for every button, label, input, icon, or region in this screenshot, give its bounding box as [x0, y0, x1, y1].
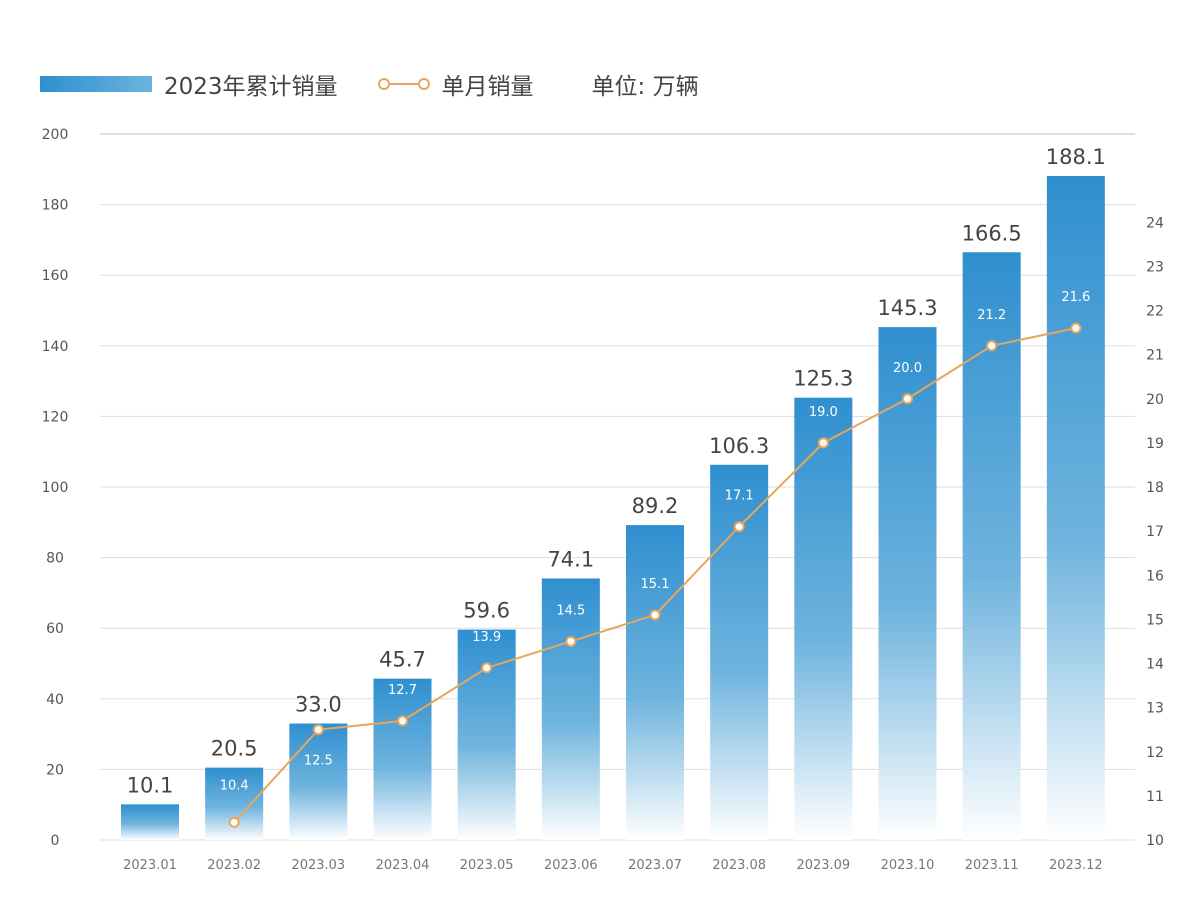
- monthly-point: [481, 662, 493, 674]
- x-tick-label: 2023.07: [628, 858, 682, 873]
- right-tick-label: 11: [1146, 789, 1164, 805]
- legend: 2023年累计销量 单月销量 单位: 万辆: [40, 66, 699, 102]
- left-tick-label: 160: [42, 268, 69, 284]
- monthly-value-label: 14.5: [556, 603, 585, 618]
- monthly-point: [1070, 322, 1082, 334]
- left-tick-label: 120: [42, 409, 69, 425]
- monthly-point: [565, 635, 577, 647]
- monthly-value-label: 21.6: [1061, 290, 1090, 305]
- legend-line-swatch: [377, 78, 430, 90]
- monthly-value-label: 20.0: [893, 361, 922, 376]
- left-tick-label: 0: [51, 833, 60, 849]
- right-tick-label: 10: [1146, 833, 1164, 849]
- monthly-point: [817, 437, 829, 449]
- bar-value-label: 74.1: [547, 547, 594, 571]
- right-tick-label: 18: [1146, 480, 1164, 496]
- bar-value-label: 106.3: [709, 434, 769, 458]
- bar: [794, 397, 853, 840]
- bar-value-label: 188.1: [1046, 145, 1106, 169]
- left-tick-label: 80: [46, 551, 64, 567]
- bar-value-label: 89.2: [632, 494, 679, 518]
- monthly-value-label: 19.0: [809, 405, 838, 420]
- right-tick-label: 24: [1146, 215, 1164, 231]
- grid-lines: [100, 133, 1135, 841]
- bar-value-label: 59.6: [463, 599, 510, 623]
- right-tick-label: 23: [1146, 259, 1164, 275]
- right-tick-label: 21: [1146, 348, 1164, 364]
- monthly-point: [312, 724, 324, 736]
- monthly-point: [902, 393, 913, 405]
- legend-label-monthly: 单月销量: [441, 74, 534, 100]
- monthly-value-label: 17.1: [725, 489, 754, 504]
- legend-item-monthly: 单月销量: [377, 67, 534, 101]
- bar: [121, 804, 179, 840]
- x-tick-label: 2023.08: [712, 858, 766, 873]
- left-tick-label: 180: [42, 198, 69, 214]
- right-tick-label: 16: [1146, 568, 1164, 584]
- right-tick-label: 19: [1146, 436, 1164, 452]
- bar: [710, 464, 769, 840]
- x-tick-label: 2023.06: [544, 858, 598, 873]
- monthly-value-label: 15.1: [641, 577, 670, 592]
- x-tick-label: 2023.10: [881, 858, 935, 873]
- monthly-point: [228, 816, 240, 828]
- x-tick-label: 2023.05: [460, 858, 514, 873]
- x-tick-label: 2023.03: [291, 858, 345, 873]
- left-tick-label: 20: [46, 762, 64, 778]
- x-tick-label: 2023.12: [1049, 858, 1103, 873]
- bar-value-label: 45.7: [379, 648, 426, 672]
- monthly-value-label: 12.5: [304, 754, 333, 769]
- bar: [289, 723, 348, 840]
- monthly-point: [649, 609, 661, 621]
- x-tick-label: 2023.01: [123, 858, 177, 873]
- monthly-point: [986, 340, 998, 352]
- bar-value-label: 125.3: [793, 367, 853, 391]
- x-tick-label: 2023.04: [376, 858, 430, 873]
- bar: [205, 767, 264, 840]
- x-axis: 2023.01 2023.02 2023.03 2023.04 2023.05 2023.…: [123, 858, 1103, 873]
- left-tick-label: 40: [46, 692, 64, 708]
- legend-item-cumulative: 2023年累计销量: [40, 67, 338, 101]
- bar-value-label: 166.5: [962, 221, 1022, 245]
- bar: [878, 327, 937, 840]
- bar-value-label: 33.0: [295, 693, 342, 717]
- legend-label-cumulative: 2023年累计销量: [164, 74, 338, 100]
- bar: [626, 525, 684, 840]
- monthly-value-label: 21.2: [977, 308, 1006, 323]
- left-tick-label: 100: [42, 480, 69, 496]
- monthly-point: [397, 715, 408, 727]
- bar: [373, 678, 432, 840]
- left-axis: 0 20 40 60 80 100 120 140 160 180 200: [42, 127, 69, 849]
- monthly-value-label: 10.4: [220, 778, 249, 793]
- monthly-value-label: 12.7: [388, 683, 417, 698]
- x-tick-label: 2023.02: [207, 858, 261, 873]
- left-tick-label: 140: [42, 339, 69, 355]
- unit-label: 单位: 万辆: [591, 74, 699, 100]
- monthly-value-label: 13.9: [472, 630, 501, 645]
- right-tick-label: 17: [1146, 524, 1164, 540]
- monthly-point: [733, 521, 745, 533]
- bar: [1046, 176, 1105, 840]
- right-tick-label: 14: [1146, 657, 1164, 673]
- right-tick-label: 12: [1146, 745, 1164, 761]
- legend-bar-swatch: [40, 76, 152, 92]
- bar-value-label: 10.1: [127, 773, 174, 797]
- bar: [541, 578, 600, 840]
- right-axis: 10 11 12 13 14 15 16 17 18 19 20 21 22 23 24: [1146, 215, 1164, 849]
- x-tick-label: 2023.09: [796, 858, 850, 873]
- left-tick-label: 60: [46, 621, 64, 637]
- right-tick-label: 13: [1146, 701, 1164, 717]
- right-tick-label: 22: [1146, 304, 1164, 320]
- line-series: 10.4 12.5 12.7 13.9 14.5 15.1 17.1 19.0 20.0 21.2…: [220, 290, 1090, 828]
- right-tick-label: 20: [1146, 392, 1164, 408]
- bar-value-label: 145.3: [877, 296, 937, 320]
- left-tick-label: 200: [42, 127, 69, 143]
- bar-value-label: 20.5: [211, 737, 258, 761]
- right-tick-label: 15: [1146, 612, 1164, 628]
- bar-labels: 10.1 20.5 33.0 45.7 59.6 74.1 89.2 106.3 125.3 14…: [127, 145, 1106, 797]
- x-tick-label: 2023.11: [965, 858, 1019, 873]
- bars: [121, 176, 1105, 840]
